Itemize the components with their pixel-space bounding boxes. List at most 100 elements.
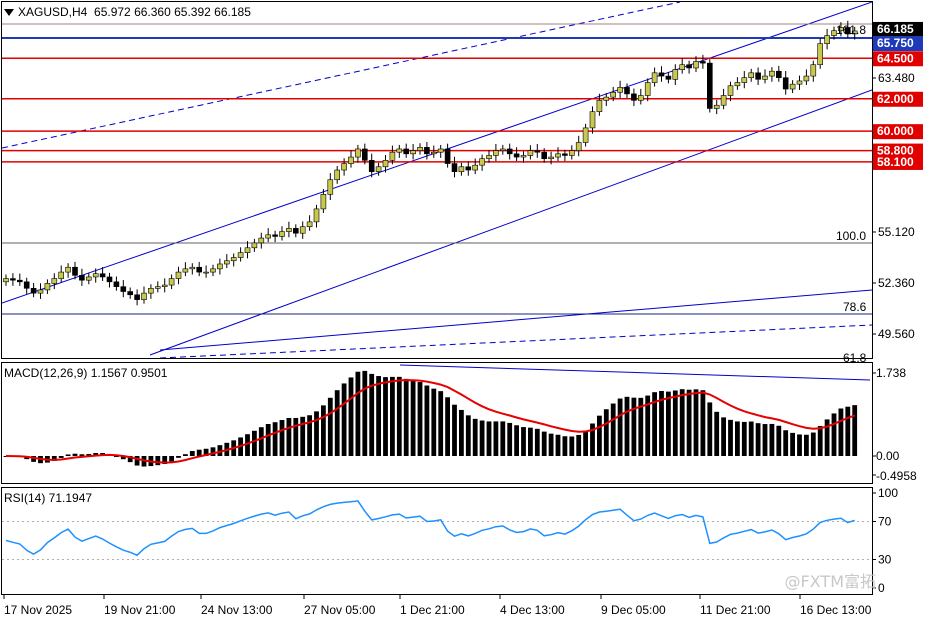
candle <box>803 69 810 85</box>
candle <box>23 277 30 294</box>
candle-body <box>755 72 761 80</box>
candle-body <box>23 281 30 289</box>
candle-body <box>713 104 720 109</box>
candle-body <box>582 127 589 143</box>
candle <box>334 165 341 184</box>
candle <box>306 215 313 231</box>
time-axis-label-0: 17 Nov 2025 <box>4 603 72 617</box>
candle <box>368 153 375 178</box>
candle-body <box>499 148 506 151</box>
candle <box>51 273 58 290</box>
macd-bar <box>645 395 651 456</box>
candle-body <box>631 93 637 101</box>
candle <box>320 188 327 213</box>
macd-bar <box>810 432 816 456</box>
fib-fan-dashed-line <box>159 324 872 358</box>
candle <box>755 67 761 85</box>
macd-bar <box>576 434 582 456</box>
candle-body <box>355 148 361 158</box>
channel-lower-line <box>149 89 872 356</box>
candle <box>175 266 182 285</box>
candle-body <box>486 155 492 159</box>
candle-body <box>430 151 437 155</box>
candle-body <box>224 260 230 265</box>
candle-body <box>651 72 658 83</box>
candle <box>534 143 541 158</box>
candle <box>382 154 389 173</box>
candle <box>99 267 106 281</box>
macd-bar <box>783 430 789 456</box>
candle <box>610 86 617 102</box>
macd-bar <box>755 423 761 456</box>
candle-body <box>610 91 617 98</box>
candle <box>127 287 133 299</box>
candle <box>541 148 548 163</box>
time-axis-label-2: 24 Nov 13:00 <box>201 603 273 617</box>
rsi-tick-label-1: 70 <box>878 515 892 529</box>
level-tag-4-bg <box>873 154 923 170</box>
candle <box>741 71 748 89</box>
candle-body <box>706 62 713 109</box>
macd-bar <box>762 424 768 456</box>
macd-bar <box>528 427 533 456</box>
macd-bar <box>548 433 554 456</box>
chart-header: XAGUSD,H4 65.972 66.360 65.392 66.185 <box>4 5 251 19</box>
candle <box>189 263 196 275</box>
level-tag-1-bg <box>873 91 923 107</box>
rsi-pane[interactable] <box>1 487 873 595</box>
candle-body <box>51 278 58 284</box>
candle <box>486 150 492 163</box>
macd-bar <box>541 431 547 456</box>
macd-bar <box>769 423 775 456</box>
candle-body <box>437 148 444 153</box>
candle <box>141 286 147 304</box>
candle-body <box>30 287 37 294</box>
candle-body <box>824 35 830 44</box>
candle <box>596 93 603 116</box>
macd-bar <box>624 396 630 456</box>
macd-bar <box>58 456 64 458</box>
macd-bar <box>465 415 471 456</box>
candle <box>348 150 354 168</box>
macd-bar <box>831 413 837 456</box>
time-axis-label-4: 1 Dec 21:00 <box>400 603 465 617</box>
candle-body <box>700 61 706 64</box>
macd-bar <box>493 421 499 456</box>
candle-body <box>286 228 292 232</box>
candle <box>113 276 120 291</box>
candle-body <box>403 148 410 155</box>
candle-body <box>44 283 51 291</box>
chart-menu-triangle-icon[interactable] <box>4 9 14 17</box>
candle <box>92 268 99 283</box>
candle <box>844 20 851 38</box>
candle <box>575 135 582 157</box>
macd-bar <box>369 373 375 456</box>
macd-axis-bottom: -0.4958 <box>876 469 917 483</box>
candle <box>769 67 775 82</box>
level-tag-4-text: 58.100 <box>877 155 914 169</box>
candle-body <box>458 166 465 172</box>
current-price-tag-bg <box>873 21 923 37</box>
macd-bar <box>300 416 306 456</box>
macd-bar <box>327 397 333 456</box>
macd-bar <box>293 417 299 456</box>
candle-body <box>734 82 741 87</box>
macd-bar <box>776 425 782 456</box>
candle <box>562 149 568 162</box>
candle <box>686 60 692 74</box>
macd-bar <box>824 419 830 456</box>
macd-bar <box>424 385 430 456</box>
candle <box>775 65 782 82</box>
macd-bar <box>334 390 340 456</box>
candle <box>444 143 451 168</box>
candle-body <box>65 266 71 273</box>
macd-bar <box>534 428 540 456</box>
macd-bar <box>459 409 464 456</box>
candle <box>700 54 706 69</box>
candle <box>458 162 465 176</box>
candle-body <box>237 252 244 258</box>
macd-bar <box>583 430 588 456</box>
candle <box>417 143 423 155</box>
candle-body <box>361 148 368 161</box>
